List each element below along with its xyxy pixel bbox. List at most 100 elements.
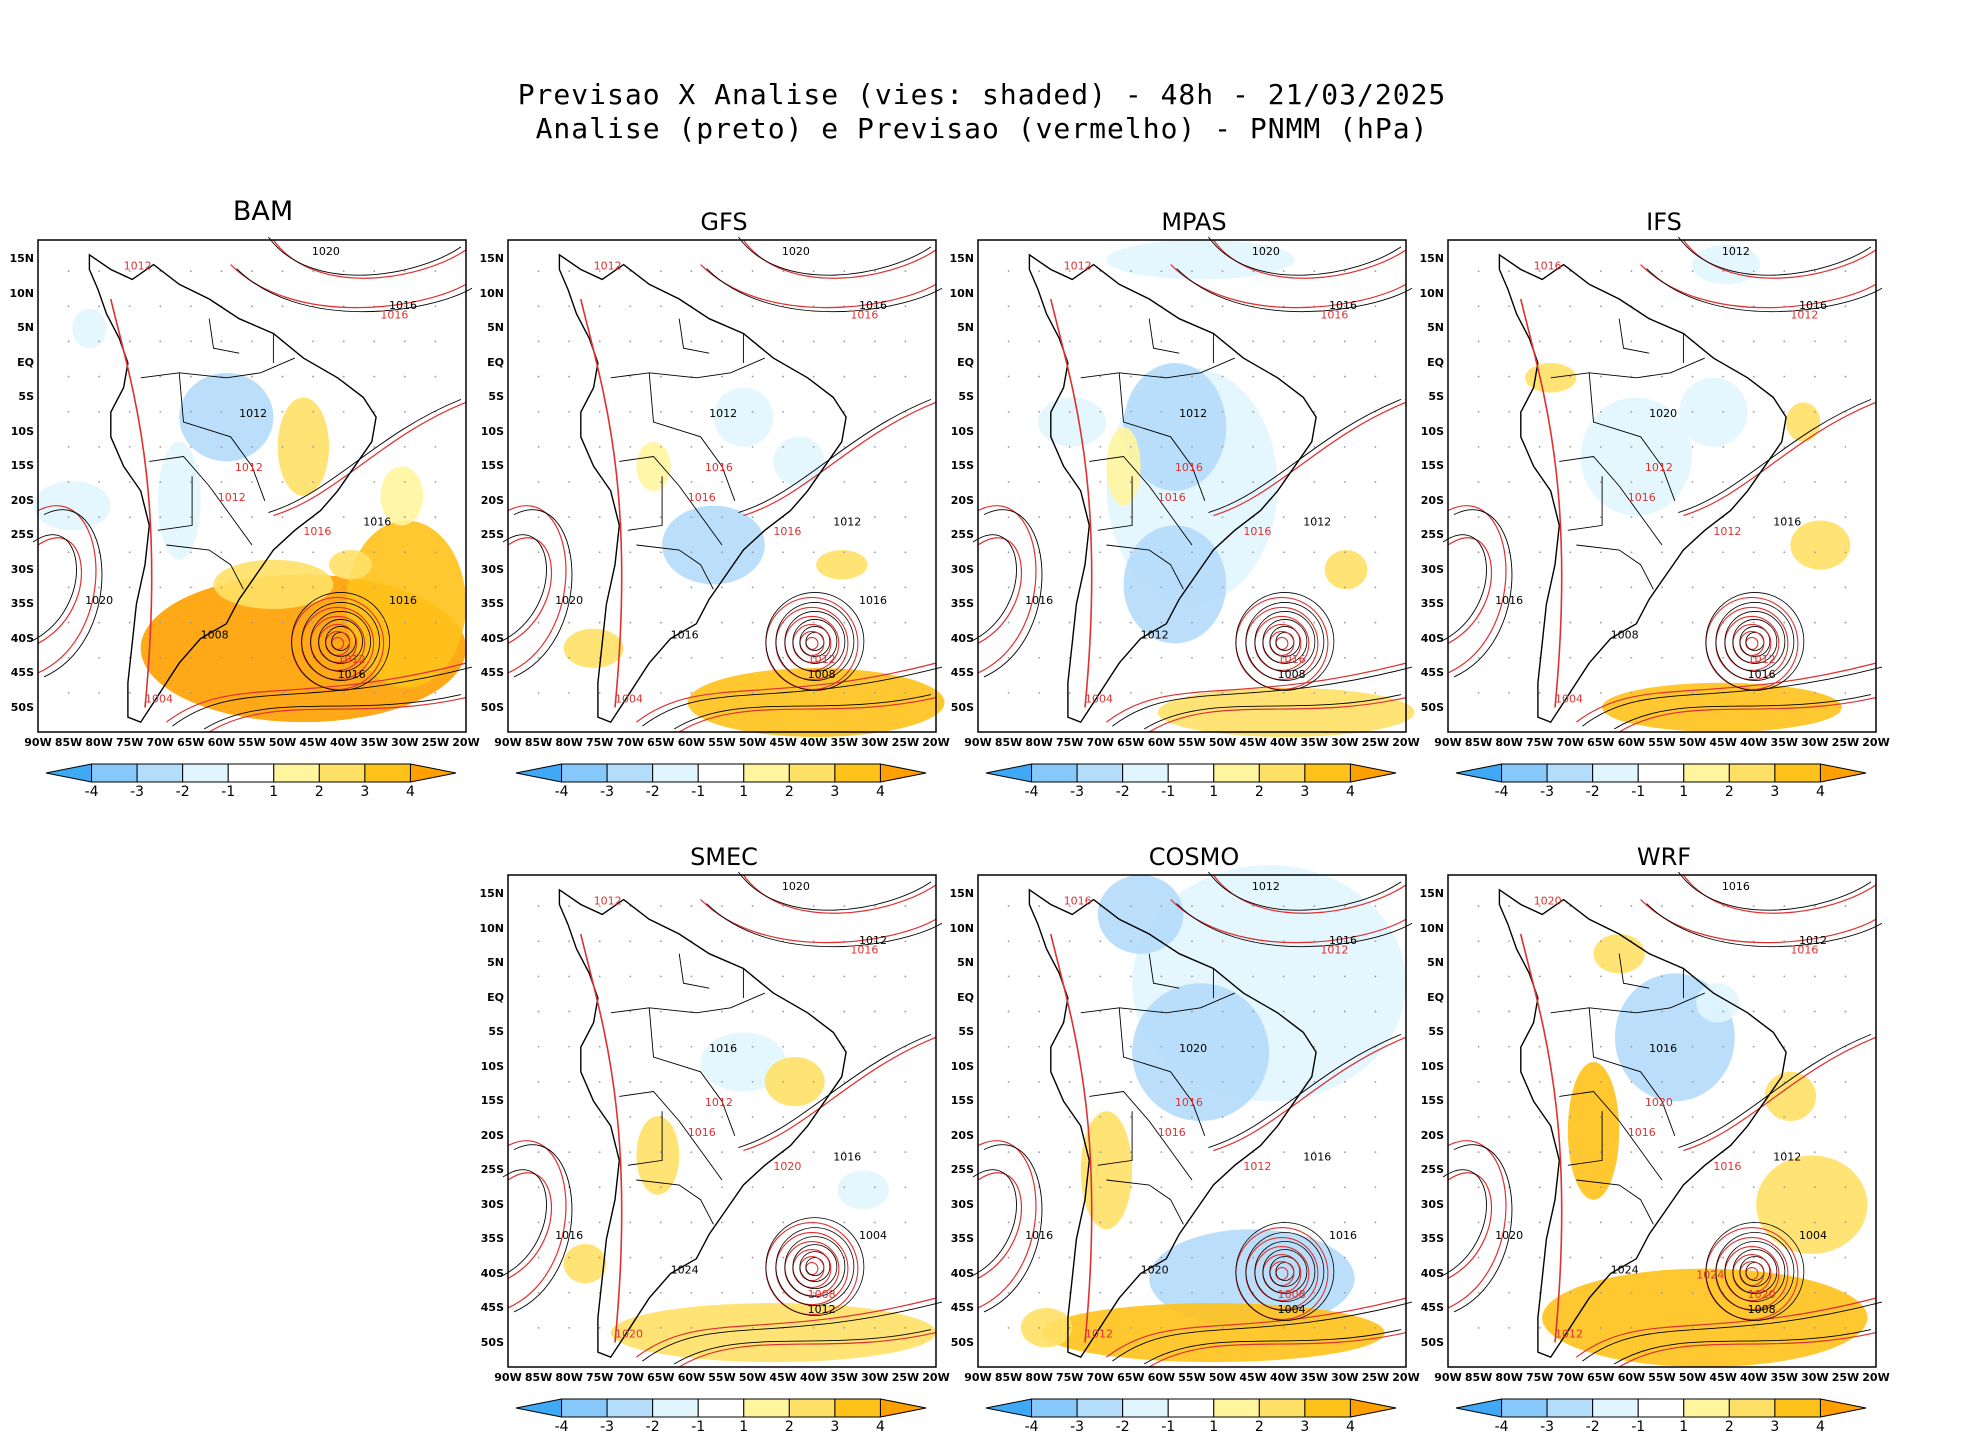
lat-tick-label: 20S [1420,1128,1444,1142]
country-border [1148,318,1180,354]
lon-tick-label: 65W [1117,736,1145,749]
colorbar-swatch [1076,1398,1124,1418]
andes-isobars [1049,933,1093,1343]
isobar-label: 1020 [1748,1288,1776,1301]
colorbar-swatch [1167,763,1215,783]
isobar-label: 1012 [239,407,267,420]
lon-tick-label: 90W [24,736,52,749]
low-pressure-center [765,1217,865,1317]
lat-tick-label: 25S [10,528,34,541]
lon-tick-label: 30W [1801,736,1829,749]
lon-tick-label: 55W [1178,1371,1206,1384]
bias-shading-area [636,441,671,491]
lon-tick-label: 20W [1392,736,1420,749]
isobar-label: 1016 [773,525,801,538]
colorbar-tick-label: -2 [645,1419,660,1435]
isobar-label: 1016 [1748,668,1776,681]
lat-tick-label: 40S [480,631,504,645]
lon-tick-label: 50W [1208,736,1237,749]
colorbar-swatch [743,763,790,783]
colorbar-tick-label: 3 [1300,1419,1310,1435]
country-border [178,372,266,501]
lat-tick-label: 10N [9,286,34,300]
country-border [627,476,663,531]
country-border [1089,1091,1193,1181]
colorbar-tick-label: -3 [1070,1419,1085,1435]
colorbar-swatch [834,763,881,783]
colorbar-tick-label: -4 [554,1419,569,1435]
isobar-label: 1016 [1303,1150,1331,1163]
lat-tick-label: 50S [950,1335,974,1349]
colorbar-swatch [561,1398,608,1418]
isobar-label: 1016 [555,1229,583,1242]
lon-tick-label: 90W [1434,736,1462,749]
colorbar-tick-label: 2 [784,784,794,800]
lon-tick-label: 65W [1587,736,1615,749]
bias-shading-area [157,441,201,560]
isobar-label: 1004 [859,1229,887,1242]
isobar-label: 1012 [1252,880,1280,893]
colorbar-tick-label: 3 [1770,784,1780,800]
colorbar-swatch [1728,1398,1776,1418]
map-panel-wrf: 1016 1020 1012 1016 1016 1020 1012 1016 1020 1016… [1442,871,1883,1368]
colorbar-swatch [1683,1398,1730,1418]
lat-tick-label: 30S [1420,1197,1444,1211]
country-border [1559,1091,1663,1181]
lon-tick-label: 40W [799,736,828,749]
colorbar-tick-label: 3 [830,784,840,800]
lat-tick-label: 10N [1419,921,1444,935]
lat-tick-label: 5N [487,321,504,334]
lon-tick-label: 20W [1862,736,1890,749]
isobar-label: 1012 [808,1303,836,1316]
lat-tick-label: 30S [950,1197,974,1211]
country-border [1080,357,1235,379]
map-panel-mpas: 1020 1012 1016 1016 1012 1016 1012 1016 1016 1016… [972,236,1415,737]
isobar-label: 1024 [671,1264,699,1277]
lon-tick-label: 80W [1495,1371,1523,1384]
isobar-label: 1012 [1790,309,1818,322]
lon-tick-label: 75W [585,736,614,749]
lat-tick-label: 40S [1420,631,1444,645]
lat-tick-label: 25S [950,528,974,541]
panel-title-bam: BAM [232,196,294,227]
lon-tick-label: 45W [1239,736,1267,749]
lon-tick-label: 85W [524,736,553,749]
panel-title-ifs: IFS [1646,208,1682,236]
lat-tick-label: 25S [480,1163,504,1176]
lon-tick-label: 25W [1831,736,1860,749]
bias-shading-area [1786,402,1821,442]
bias-shading-area [380,466,424,526]
lon-tick-label: 35W [830,736,858,749]
isobar-label: 1016 [1628,1126,1656,1139]
country-border [636,544,714,590]
colorbar-tick-label: -2 [1115,1419,1130,1435]
country-border [1089,456,1193,546]
map-frame [1447,874,1877,1368]
isobar-label: 1016 [671,629,699,642]
country-border [166,544,244,590]
figure-title-line1: Previsao X Analise (vies: shaded) - 48h … [517,78,1447,111]
lat-tick-label: EQ [487,990,504,1004]
isobar-label: 1012 [1773,1150,1801,1163]
country-border [1550,357,1705,379]
isobar-label: 1012 [235,461,263,474]
bias-shading-area [72,308,107,349]
lon-tick-label: 70W [1556,1371,1584,1384]
colorbar-tick-label: 1 [739,1419,749,1435]
colorbar-bam: -4 -3 -2 -1 1 2 3 4 [45,762,457,814]
isobar-label: 1016 [1243,525,1271,538]
isobar-label: 1008 [1611,629,1639,642]
isobar-label: 1004 [1799,1229,1827,1242]
lon-tick-label: 90W [494,736,522,749]
isobar-label: 1020 [1534,895,1562,908]
country-border [1550,992,1705,1014]
isobar-label: 1016 [705,461,733,474]
low-pressure-center [765,592,865,691]
isobar-label: 1020 [312,245,340,258]
lat-tick-label: 20S [950,493,974,507]
colorbar-swatch [1122,763,1169,783]
colorbar-swatch [1349,1398,1397,1418]
lat-tick-label: 45S [1420,1301,1444,1314]
lat-tick-label: 35S [480,597,504,610]
colorbar-swatch [606,1398,654,1418]
